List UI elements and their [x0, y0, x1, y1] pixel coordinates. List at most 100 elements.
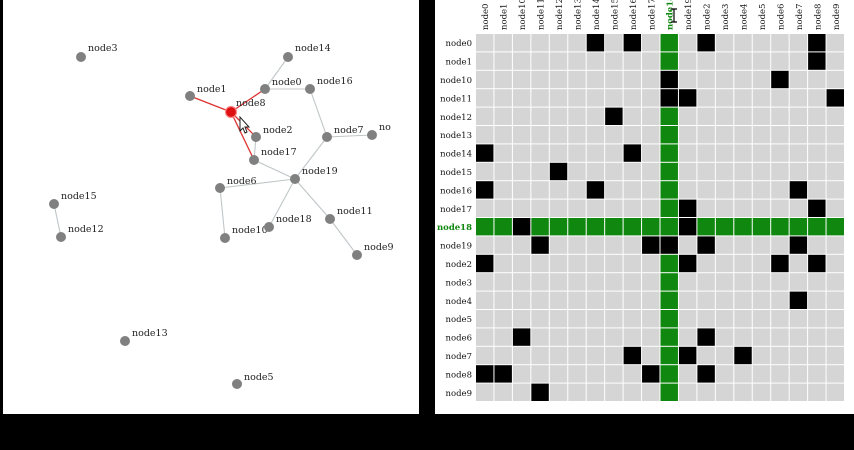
matrix-cell-node4-node3[interactable]	[715, 291, 734, 309]
matrix-row-label[interactable]: node12	[440, 113, 472, 123]
matrix-cell-node15-node18[interactable]	[660, 162, 678, 181]
matrix-cell-node16-node6[interactable]	[771, 181, 789, 199]
matrix-cell-node2-node6[interactable]	[771, 254, 789, 273]
node-circle[interactable]	[232, 379, 242, 389]
matrix-cell-node17-node14[interactable]	[586, 199, 605, 217]
matrix-cell-node18-node16[interactable]	[623, 218, 642, 236]
matrix-cell-node14-node9[interactable]	[826, 144, 844, 162]
matrix-cell-node12-node12[interactable]	[549, 107, 568, 125]
matrix-cell-node8-node3[interactable]	[715, 365, 734, 383]
node-circle[interactable]	[249, 155, 259, 165]
matrix-cell-node16-node2[interactable]	[697, 181, 715, 199]
matrix-cell-node9-node4[interactable]	[734, 383, 752, 401]
matrix-cell-node5-node13[interactable]	[568, 310, 586, 328]
matrix-cell-node12-node4[interactable]	[734, 107, 752, 125]
matrix-cell-node18-node1[interactable]	[494, 218, 512, 236]
matrix-cell-node6-node12[interactable]	[549, 328, 568, 346]
matrix-cell-node0-node10[interactable]	[512, 34, 531, 52]
matrix-row-label[interactable]: node9	[446, 389, 472, 399]
matrix-cell-node8-node0[interactable]	[476, 365, 494, 383]
node-circle[interactable]	[352, 250, 362, 260]
matrix-col-label[interactable]: node12	[555, 0, 565, 30]
matrix-cell-node11-node13[interactable]	[568, 89, 586, 107]
node-circle[interactable]	[260, 84, 270, 94]
matrix-cell-node12-node18[interactable]	[660, 107, 678, 125]
matrix-cell-node9-node3[interactable]	[715, 383, 734, 401]
matrix-cell-node16-node15[interactable]	[605, 181, 623, 199]
matrix-cell-node18-node12[interactable]	[549, 218, 568, 236]
matrix-cell-node3-node10[interactable]	[512, 273, 531, 291]
matrix-cell-node17-node10[interactable]	[512, 199, 531, 217]
matrix-cell-node5-node3[interactable]	[715, 310, 734, 328]
matrix-cell-node10-node18[interactable]	[660, 70, 678, 89]
matrix-cell-node10-node5[interactable]	[752, 70, 771, 89]
matrix-cell-node5-node4[interactable]	[734, 310, 752, 328]
matrix-cell-node16-node18[interactable]	[660, 181, 678, 199]
matrix-cell-node11-node17[interactable]	[642, 89, 660, 107]
matrix-cell-node5-node1[interactable]	[494, 310, 512, 328]
matrix-cell-node6-node0[interactable]	[476, 328, 494, 346]
matrix-row-label[interactable]: node19	[440, 242, 472, 252]
matrix-row-label[interactable]: node1	[446, 58, 472, 68]
matrix-cell-node13-node17[interactable]	[642, 126, 660, 144]
matrix-cell-node7-node16[interactable]	[623, 346, 642, 365]
matrix-cell-node7-node0[interactable]	[476, 346, 494, 365]
matrix-cell-node0-node7[interactable]	[789, 34, 808, 52]
matrix-col-label[interactable]: node17	[647, 0, 657, 30]
matrix-col-label[interactable]: node3	[721, 4, 731, 30]
matrix-cell-node0-node6[interactable]	[771, 34, 789, 52]
graph-node-node7[interactable]: node7	[322, 125, 364, 142]
matrix-cell-node12-node15[interactable]	[605, 107, 623, 125]
matrix-col-label[interactable]: node13	[573, 0, 583, 30]
matrix-cell-node19-node14[interactable]	[586, 236, 605, 254]
matrix-cell-node1-node14[interactable]	[586, 52, 605, 70]
matrix-cell-node11-node9[interactable]	[826, 89, 844, 107]
matrix-cell-node11-node2[interactable]	[697, 89, 715, 107]
matrix-cell-node17-node1[interactable]	[494, 199, 512, 217]
graph-node-node5[interactable]: node5	[232, 372, 274, 389]
matrix-cell-node4-node9[interactable]	[826, 291, 844, 309]
matrix-cell-node8-node7[interactable]	[789, 365, 808, 383]
matrix-cell-node19-node9[interactable]	[826, 236, 844, 254]
matrix-cell-node18-node5[interactable]	[752, 218, 771, 236]
matrix-cell-node2-node9[interactable]	[826, 254, 844, 273]
matrix-cell-node7-node9[interactable]	[826, 346, 844, 365]
matrix-cell-node5-node7[interactable]	[789, 310, 808, 328]
graph-node-node9[interactable]: node9	[352, 242, 394, 260]
matrix-cell-node2-node5[interactable]	[752, 254, 771, 273]
matrix-cell-node15-node4[interactable]	[734, 162, 752, 181]
matrix-cell-node9-node19[interactable]	[678, 383, 697, 401]
matrix-cell-node12-node2[interactable]	[697, 107, 715, 125]
matrix-cell-node1-node6[interactable]	[771, 52, 789, 70]
matrix-cell-node3-node0[interactable]	[476, 273, 494, 291]
matrix-cell-node13-node1[interactable]	[494, 126, 512, 144]
matrix-cell-node2-node10[interactable]	[512, 254, 531, 273]
graph-node-node6[interactable]: node6	[215, 176, 257, 193]
matrix-cell-node19-node4[interactable]	[734, 236, 752, 254]
adjacency-matrix[interactable]: node0 node1 node10 node11 node12 node13 node14…	[435, 0, 854, 414]
matrix-cell-node14-node7[interactable]	[789, 144, 808, 162]
matrix-cell-node6-node7[interactable]	[789, 328, 808, 346]
matrix-cell-node8-node17[interactable]	[642, 365, 660, 383]
matrix-cell-node4-node10[interactable]	[512, 291, 531, 309]
matrix-cell-node5-node11[interactable]	[531, 310, 549, 328]
matrix-cell-node6-node9[interactable]	[826, 328, 844, 346]
matrix-cell-node6-node5[interactable]	[752, 328, 771, 346]
matrix-cell-node16-node19[interactable]	[678, 181, 697, 199]
matrix-cell-node10-node1[interactable]	[494, 70, 512, 89]
matrix-cell-node4-node13[interactable]	[568, 291, 586, 309]
node-circle[interactable]	[305, 84, 315, 94]
matrix-col-label[interactable]: node1	[500, 4, 510, 30]
matrix-cell-node0-node3[interactable]	[715, 34, 734, 52]
matrix-cell-node18-node10[interactable]	[512, 218, 531, 236]
matrix-cell-node17-node9[interactable]	[826, 199, 844, 217]
matrix-cell-node13-node14[interactable]	[586, 126, 605, 144]
graph-node-node1[interactable]: node1	[185, 84, 227, 101]
matrix-cell-node17-node5[interactable]	[752, 199, 771, 217]
matrix-row-label[interactable]: node16	[440, 186, 472, 196]
matrix-cell-node0-node17[interactable]	[642, 34, 660, 52]
matrix-cell-node5-node9[interactable]	[826, 310, 844, 328]
matrix-cell-node11-node18[interactable]	[660, 89, 678, 107]
matrix-cell-node8-node8[interactable]	[808, 365, 826, 383]
node-circle[interactable]	[283, 52, 293, 62]
